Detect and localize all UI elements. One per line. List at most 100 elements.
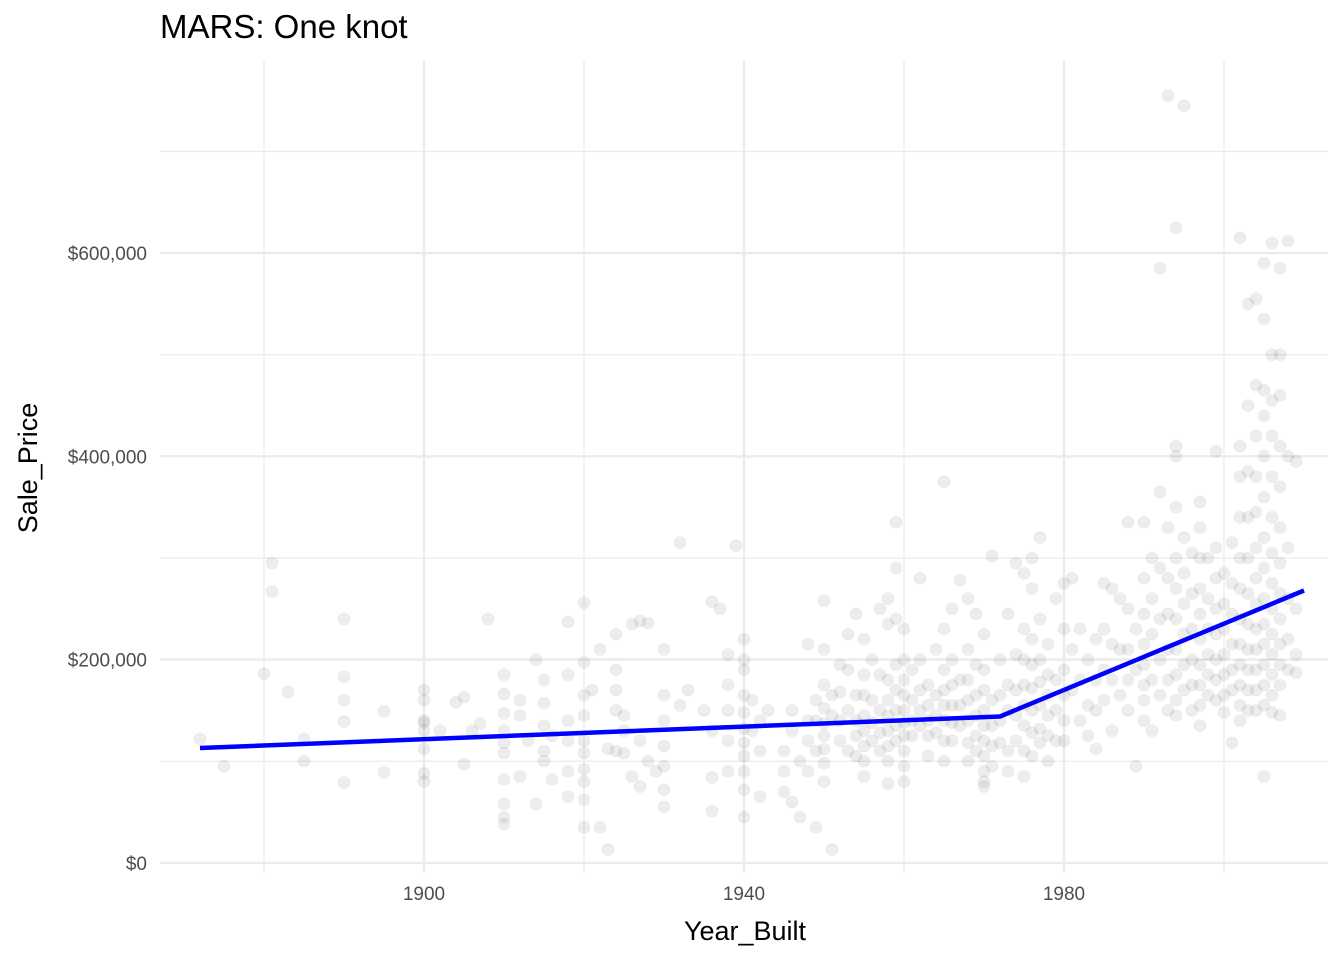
scatter-point bbox=[713, 602, 727, 616]
scatter-point bbox=[609, 683, 623, 697]
scatter-point bbox=[1145, 673, 1159, 687]
scatter-point bbox=[1257, 637, 1271, 651]
scatter-point bbox=[865, 693, 879, 707]
scatter-point bbox=[1041, 754, 1055, 768]
scatter-point bbox=[913, 683, 927, 697]
scatter-point bbox=[577, 775, 591, 788]
scatter-point bbox=[577, 709, 591, 722]
scatter-point bbox=[705, 771, 719, 784]
x-tick-label: 1940 bbox=[723, 884, 765, 905]
scatter-point bbox=[937, 622, 951, 636]
scatter-point bbox=[1177, 683, 1191, 697]
scatter-point bbox=[585, 683, 599, 697]
scatter-point bbox=[1265, 470, 1279, 484]
scatter-point bbox=[497, 746, 511, 760]
scatter-point bbox=[1273, 556, 1287, 570]
scatter-point bbox=[841, 627, 855, 641]
scatter-point bbox=[641, 616, 655, 630]
scatter-point bbox=[1225, 663, 1239, 677]
scatter-point bbox=[1273, 658, 1287, 672]
scatter-point bbox=[817, 643, 831, 656]
scatter-point bbox=[1097, 693, 1111, 707]
scatter-point bbox=[1137, 678, 1151, 692]
scatter-point bbox=[1041, 729, 1055, 743]
scatter-point bbox=[1233, 510, 1247, 524]
scatter-point bbox=[1265, 394, 1279, 407]
scatter-point bbox=[905, 693, 919, 707]
scatter-point bbox=[857, 688, 871, 702]
scatter-point bbox=[1281, 541, 1295, 555]
scatter-point bbox=[337, 612, 351, 626]
scatter-point bbox=[897, 704, 911, 717]
scatter-point bbox=[1193, 521, 1207, 534]
scatter-point bbox=[1137, 571, 1151, 585]
scatter-point bbox=[1257, 531, 1271, 544]
scatter-point bbox=[945, 734, 959, 748]
scatter-point bbox=[889, 612, 903, 626]
scatter-point bbox=[1145, 592, 1159, 605]
scatter-point bbox=[1273, 348, 1287, 362]
scatter-point bbox=[1201, 551, 1215, 565]
x-tick-labels: 1900 1940 1980 bbox=[403, 884, 1085, 905]
scatter-point bbox=[1137, 607, 1151, 621]
scatter-point bbox=[817, 729, 831, 743]
scatter-point bbox=[1121, 673, 1135, 687]
scatter-point bbox=[993, 688, 1007, 702]
scatter-point bbox=[1145, 551, 1159, 565]
scatter-point bbox=[857, 668, 871, 682]
scatter-point bbox=[497, 817, 511, 831]
scatter-point bbox=[1001, 765, 1015, 778]
scatter-point bbox=[625, 770, 639, 783]
scatter-point bbox=[1265, 348, 1279, 362]
scatter-point bbox=[897, 759, 911, 773]
scatter-point bbox=[601, 742, 615, 756]
scatter-point bbox=[857, 754, 871, 768]
scatter-point bbox=[1177, 566, 1191, 580]
scatter-point bbox=[777, 744, 791, 758]
scatter-point bbox=[1209, 693, 1223, 707]
scatter-point bbox=[897, 622, 911, 636]
scatter-point bbox=[1009, 683, 1023, 697]
scatter-point bbox=[1217, 597, 1231, 611]
scatter-point bbox=[1177, 531, 1191, 544]
scatter-point bbox=[969, 744, 983, 758]
scatter-point bbox=[937, 698, 951, 712]
scatter-point bbox=[1193, 678, 1207, 692]
scatter-point bbox=[529, 653, 543, 666]
scatter-point bbox=[1033, 653, 1047, 666]
scatter-point bbox=[897, 729, 911, 743]
scatter-point bbox=[1169, 668, 1183, 682]
scatter-point bbox=[833, 685, 847, 699]
scatter-point bbox=[1217, 706, 1231, 719]
scatter-point bbox=[561, 668, 575, 682]
scatter-point bbox=[1209, 673, 1223, 687]
scatter-point bbox=[1113, 643, 1127, 656]
scatter-point bbox=[1025, 582, 1039, 595]
scatter-point bbox=[577, 688, 591, 702]
scatter-point bbox=[1009, 734, 1023, 748]
scatter-point bbox=[1017, 566, 1031, 580]
scatter-point bbox=[561, 790, 575, 804]
scatter-point bbox=[737, 663, 751, 677]
scatter-point bbox=[1281, 449, 1295, 463]
scatter-point bbox=[897, 688, 911, 702]
scatter-point bbox=[1273, 480, 1287, 494]
scatter-point bbox=[1153, 653, 1167, 666]
scatter-point bbox=[1193, 582, 1207, 595]
scatter-point bbox=[1241, 617, 1255, 631]
scatter-point bbox=[1169, 449, 1183, 463]
scatter-point bbox=[657, 800, 671, 814]
scatter-point bbox=[457, 690, 471, 704]
scatter-point bbox=[537, 696, 551, 710]
scatter-point bbox=[633, 734, 647, 748]
scatter-point bbox=[1113, 688, 1127, 702]
scatter-point bbox=[913, 653, 927, 666]
scatter-point bbox=[1169, 500, 1183, 514]
scatter-point bbox=[857, 770, 871, 783]
scatter-point bbox=[1257, 383, 1271, 397]
scatter-point bbox=[841, 704, 855, 717]
scatter-point bbox=[993, 653, 1007, 666]
scatter-point bbox=[1273, 612, 1287, 626]
scatter-point bbox=[1265, 668, 1279, 682]
